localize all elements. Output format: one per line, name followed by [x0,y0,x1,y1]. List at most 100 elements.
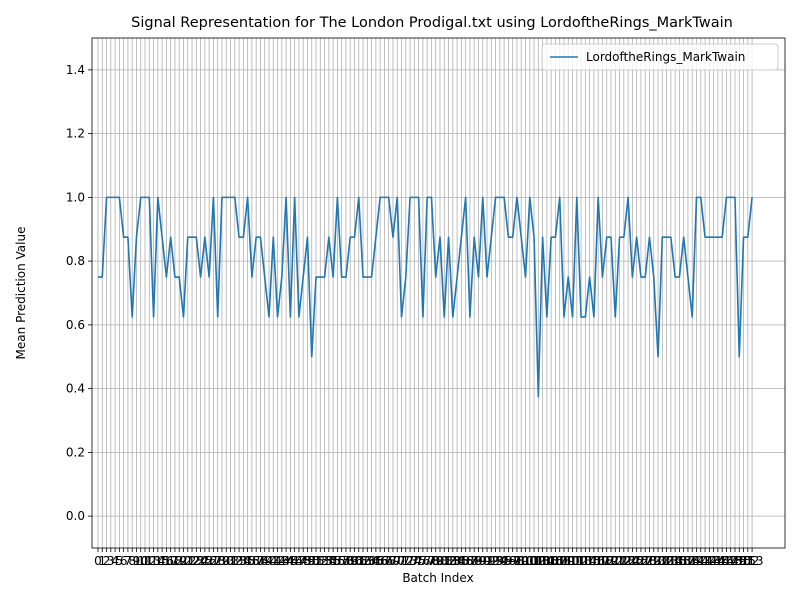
x-tick-label: 33 [231,554,246,568]
x-tick-label: 152 [736,554,759,568]
x-tick-label: 9 [133,554,141,568]
plot-frame [91,37,786,549]
x-tick-label: 73 [402,554,417,568]
x-tick-label: 46 [287,554,302,568]
x-tick-label: 134 [659,554,682,568]
x-tick-label: 143 [698,554,721,568]
x-tick-label: 78 [424,554,439,568]
x-tick-label: 137 [672,554,695,568]
x-tick-label: 12 [142,554,157,568]
x-tick-label: 98 [509,554,524,568]
x-tick-label: 2 [103,554,111,568]
x-tick-label: 135 [664,554,687,568]
x-tick-label: 124 [617,554,640,568]
x-tick-label: 128 [634,554,657,568]
y-tick-label: 1.2 [66,127,85,141]
x-tick-label: 93 [488,554,503,568]
x-tick-label: 22 [184,554,199,568]
x-tick-label: 142 [694,554,717,568]
x-tick-label: 66 [373,554,388,568]
x-tick-label: 77 [420,554,435,568]
x-tick-label: 141 [689,554,712,568]
x-tick-label: 115 [578,554,601,568]
x-tick-label: 67 [377,554,392,568]
x-tick-label: 63 [360,554,375,568]
legend-label: LordoftheRings_MarkTwain [586,50,745,64]
x-tick-label: 103 [527,554,550,568]
chart-title: Signal Representation for The London Pro… [131,15,733,31]
x-tick-label: 148 [719,554,742,568]
x-tick-label: 108 [548,554,571,568]
x-tick-label: 42 [270,554,285,568]
y-axis-label: Mean Prediction Value [14,227,28,360]
y-tick-label: 0.4 [66,382,85,396]
x-tick-label: 35 [240,554,255,568]
y-tick-label: 0.2 [66,445,85,459]
x-tick-label: 107 [544,554,567,568]
x-tick-label: 72 [398,554,413,568]
x-tick-label: 75 [411,554,426,568]
data-line [97,196,753,398]
x-tick-label: 48 [296,554,311,568]
x-tick-label: 150 [728,554,751,568]
x-tick-label: 51 [308,554,323,568]
x-tick-label: 19 [172,554,187,568]
x-tick-label: 105 [535,554,558,568]
x-tick-label: 145 [706,554,729,568]
x-tick-label: 55 [325,554,340,568]
x-tick-label: 139 [681,554,704,568]
x-tick-label: 23 [189,554,204,568]
x-tick-label: 54 [321,554,336,568]
x-tick-label: 125 [621,554,644,568]
x-tick-label: 5 [116,554,124,568]
x-tick-label: 8 [128,554,136,568]
x-tick-label: 100 [514,554,537,568]
x-tick-label: 80 [432,554,447,568]
x-tick-label: 127 [629,554,652,568]
x-tick-label: 57 [334,554,349,568]
x-tick-label: 91 [479,554,494,568]
x-tick-label: 96 [501,554,516,568]
x-tick-label: 102 [523,554,546,568]
x-tick-label: 20 [176,554,191,568]
x-tick-label: 153 [741,554,764,568]
x-tick-label: 69 [385,554,400,568]
x-tick-label: 21 [180,554,195,568]
x-tick-label: 132 [651,554,674,568]
x-tick-label: 43 [274,554,289,568]
x-tick-label: 30 [219,554,234,568]
x-tick-label: 118 [591,554,614,568]
x-tick-label: 113 [570,554,593,568]
x-tick-label: 82 [441,554,456,568]
x-tick-label: 24 [193,554,208,568]
x-tick-label: 62 [355,554,370,568]
x-tick-label: 106 [540,554,563,568]
x-tick-label: 138 [677,554,700,568]
x-tick-label: 126 [625,554,648,568]
x-tick-label: 110 [557,554,580,568]
x-tick-label: 117 [587,554,610,568]
y-tick-label: 0.6 [66,318,85,332]
x-tick-label: 87 [462,554,477,568]
x-tick-label: 7 [124,554,132,568]
x-tick-label: 38 [253,554,268,568]
y-tick-label: 0.8 [66,254,85,268]
x-tick-label: 50 [304,554,319,568]
x-tick-label: 90 [475,554,490,568]
x-tick-label: 94 [492,554,507,568]
x-tick-label: 88 [467,554,482,568]
x-tick-label: 39 [257,554,272,568]
x-tick-label: 122 [608,554,631,568]
x-tick-label: 85 [454,554,469,568]
x-tick-label: 36 [244,554,259,568]
x-tick-label: 121 [604,554,627,568]
x-tick-label: 112 [565,554,588,568]
x-tick-label: 99 [514,554,529,568]
x-tick-label: 68 [381,554,396,568]
x-tick-label: 151 [732,554,755,568]
x-tick-label: 149 [724,554,747,568]
x-tick-label: 131 [647,554,670,568]
x-tick-label: 146 [711,554,734,568]
x-tick-label: 6 [120,554,128,568]
x-tick-label: 114 [574,554,597,568]
